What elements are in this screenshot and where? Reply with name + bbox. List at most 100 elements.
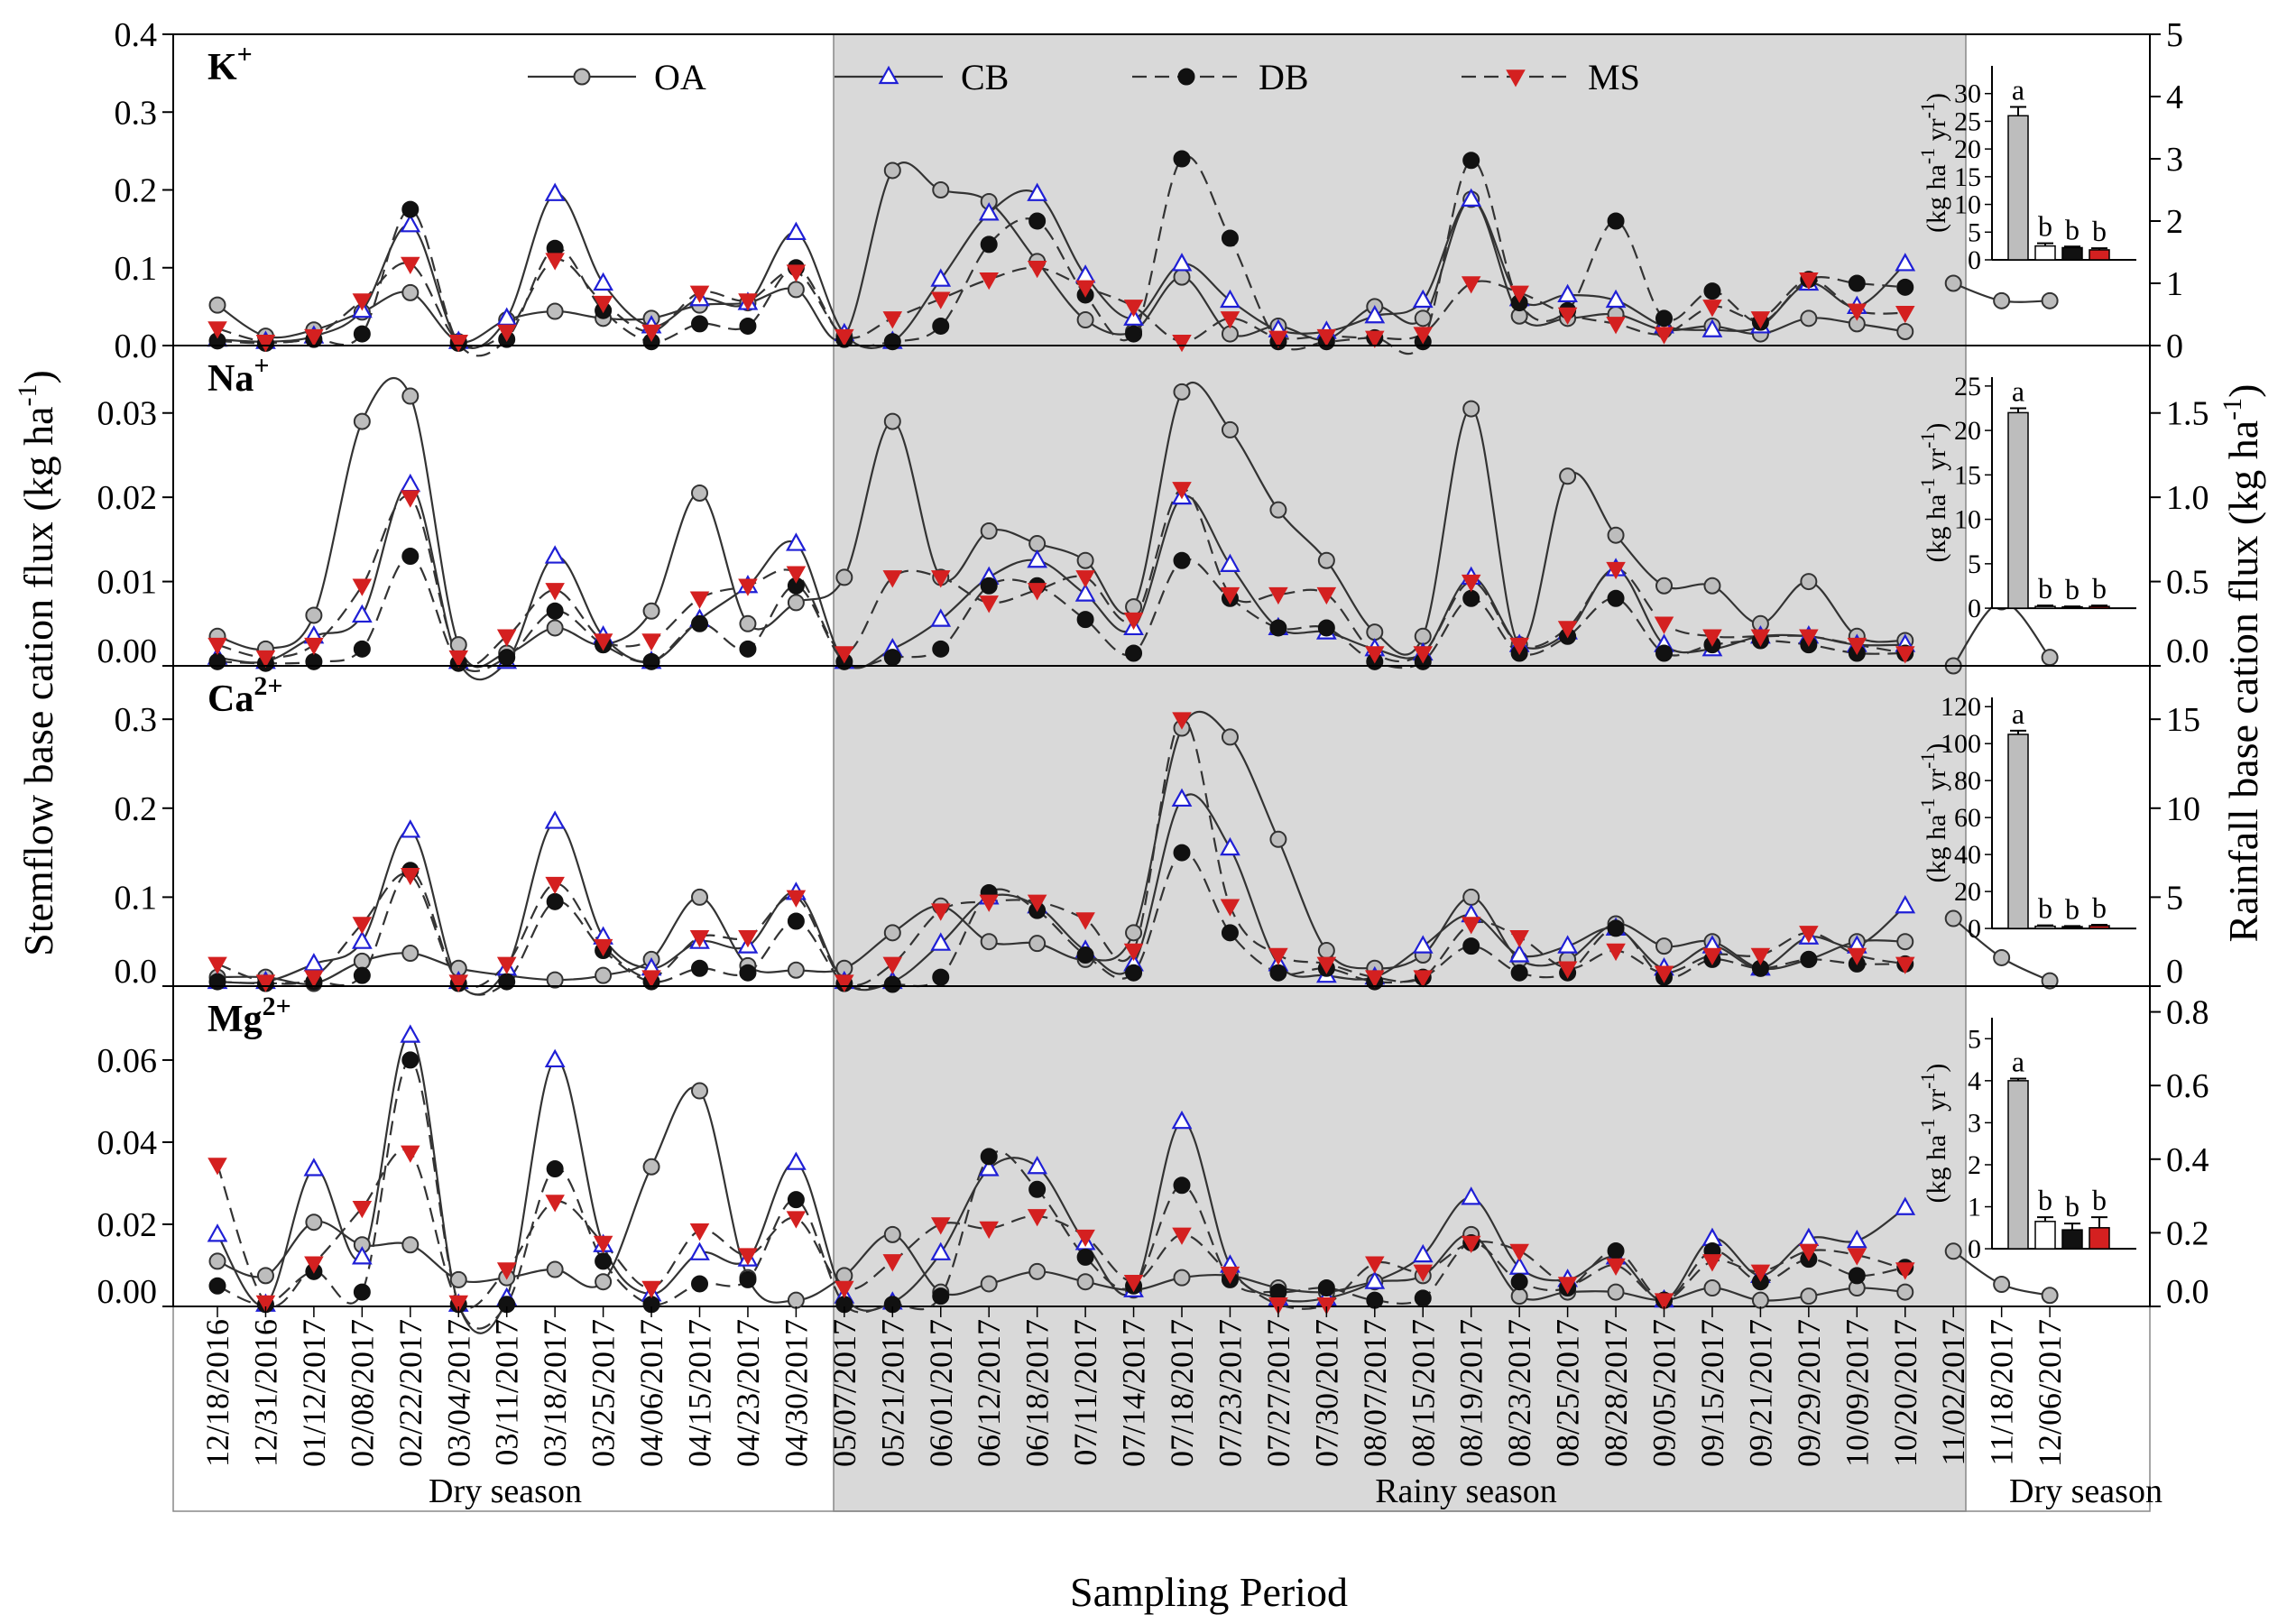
point-db — [1173, 150, 1191, 168]
point-oa — [595, 966, 613, 984]
point-db — [642, 652, 660, 670]
point-ms — [1027, 894, 1047, 912]
point-oa — [1076, 311, 1094, 329]
point-ms — [1220, 311, 1240, 329]
inset-letter: b — [2092, 891, 2107, 924]
point-oa — [1655, 577, 1673, 595]
point-ms — [786, 264, 807, 282]
point-ms — [207, 321, 227, 339]
point-cb — [1846, 1229, 1867, 1249]
series-line-cb — [217, 189, 1906, 349]
inset-bar-ms — [2089, 605, 2110, 609]
inset-bar-db — [2061, 246, 2083, 261]
point-cb — [400, 1024, 421, 1043]
point-oa — [1125, 924, 1143, 942]
date-label: 09/15/2017 — [1694, 1319, 1730, 1467]
point-ms — [255, 974, 276, 992]
point-ms — [641, 324, 661, 343]
right-axis-title-main: Rainfall base cation flux (kg ha — [2220, 420, 2266, 943]
point-ms — [1027, 1209, 1047, 1227]
date-label: 08/25/2017 — [1550, 1319, 1586, 1467]
point-ms — [207, 1158, 227, 1176]
point-ms — [545, 876, 565, 895]
inset-unit-post: ) — [1922, 743, 1951, 752]
point-ms — [401, 490, 420, 508]
point-oa — [1076, 551, 1094, 569]
point-ms — [1702, 947, 1722, 966]
date-label: 07/14/2017 — [1116, 1319, 1152, 1467]
point-ms — [1316, 1296, 1337, 1315]
date-label: 06/01/2017 — [923, 1319, 959, 1467]
point-ms — [1027, 583, 1047, 601]
point-ms — [255, 650, 276, 669]
point-ms — [882, 1254, 903, 1272]
point-db — [883, 333, 901, 351]
point-db — [1510, 1273, 1528, 1291]
inset-tick-label: 40 — [1954, 840, 1981, 870]
point-ms — [255, 1295, 276, 1313]
inset-unit-post: ) — [1922, 93, 1951, 102]
point-cb — [593, 272, 613, 291]
inset-tick-label: 10 — [1954, 505, 1981, 535]
point-ms — [1365, 970, 1385, 988]
date-label: 11/18/2017 — [1984, 1319, 2020, 1466]
inset-tick-label: 100 — [1941, 729, 1981, 759]
point-ms — [1461, 276, 1481, 294]
inset-tick-label: 0 — [1968, 1234, 1981, 1264]
right-tick-label: 0.8 — [2166, 994, 2209, 1032]
point-ms — [304, 970, 324, 988]
point-ms — [1847, 1248, 1867, 1266]
point-ms — [1895, 306, 1915, 324]
inset-tick-label: 1 — [1968, 1193, 1981, 1223]
point-oa — [1173, 383, 1191, 401]
point-oa — [1125, 598, 1143, 616]
panel-label-sup: + — [254, 351, 269, 381]
right-axis-title-sup: -1 — [2218, 398, 2247, 420]
point-ms — [1702, 300, 1722, 318]
point-db — [305, 652, 323, 670]
right-tick-label: 0 — [2166, 328, 2183, 365]
point-oa — [546, 1260, 564, 1278]
inset-tick-label: 30 — [1954, 79, 1981, 109]
inset-tick-label: 15 — [1954, 162, 1981, 192]
point-ms — [496, 324, 517, 343]
point-ms — [1461, 1235, 1481, 1253]
point-cb — [400, 473, 421, 493]
point-cb — [303, 1158, 325, 1176]
point-cb — [786, 532, 807, 551]
point-oa — [208, 296, 226, 314]
point-db — [1607, 212, 1625, 230]
point-oa — [256, 1267, 274, 1285]
inset-letter: a — [2012, 697, 2024, 730]
inset-tick-label: 25 — [1954, 372, 1981, 401]
point-cb — [689, 1241, 710, 1260]
point-oa — [691, 1082, 708, 1100]
left-tick-label: 0.04 — [97, 1124, 158, 1162]
point-db — [739, 964, 757, 982]
point-ms — [545, 1195, 565, 1213]
point-db — [1510, 964, 1528, 982]
point-ms — [1365, 1256, 1385, 1274]
inset-tick-label: 20 — [1954, 134, 1981, 164]
point-ms — [1413, 970, 1434, 988]
point-ms — [1702, 629, 1722, 647]
point-db — [595, 1252, 613, 1270]
point-db — [1607, 589, 1625, 607]
point-ms — [448, 974, 469, 992]
point-ms — [1557, 621, 1578, 639]
point-ms — [689, 930, 710, 948]
point-oa — [353, 412, 371, 430]
point-oa — [1414, 627, 1432, 645]
point-ms — [835, 1280, 854, 1299]
point-oa — [401, 945, 420, 963]
point-db — [787, 1191, 805, 1209]
point-ms — [1847, 947, 1867, 966]
inset-bar-cb — [2034, 1221, 2056, 1250]
point-cb — [1461, 188, 1482, 207]
point-db — [691, 315, 708, 333]
point-ms — [1413, 327, 1434, 345]
date-label: 07/18/2017 — [1164, 1319, 1200, 1467]
inset-unit-sup: -1 — [1916, 752, 1939, 769]
point-ms — [1220, 586, 1240, 605]
point-db — [1848, 274, 1866, 292]
